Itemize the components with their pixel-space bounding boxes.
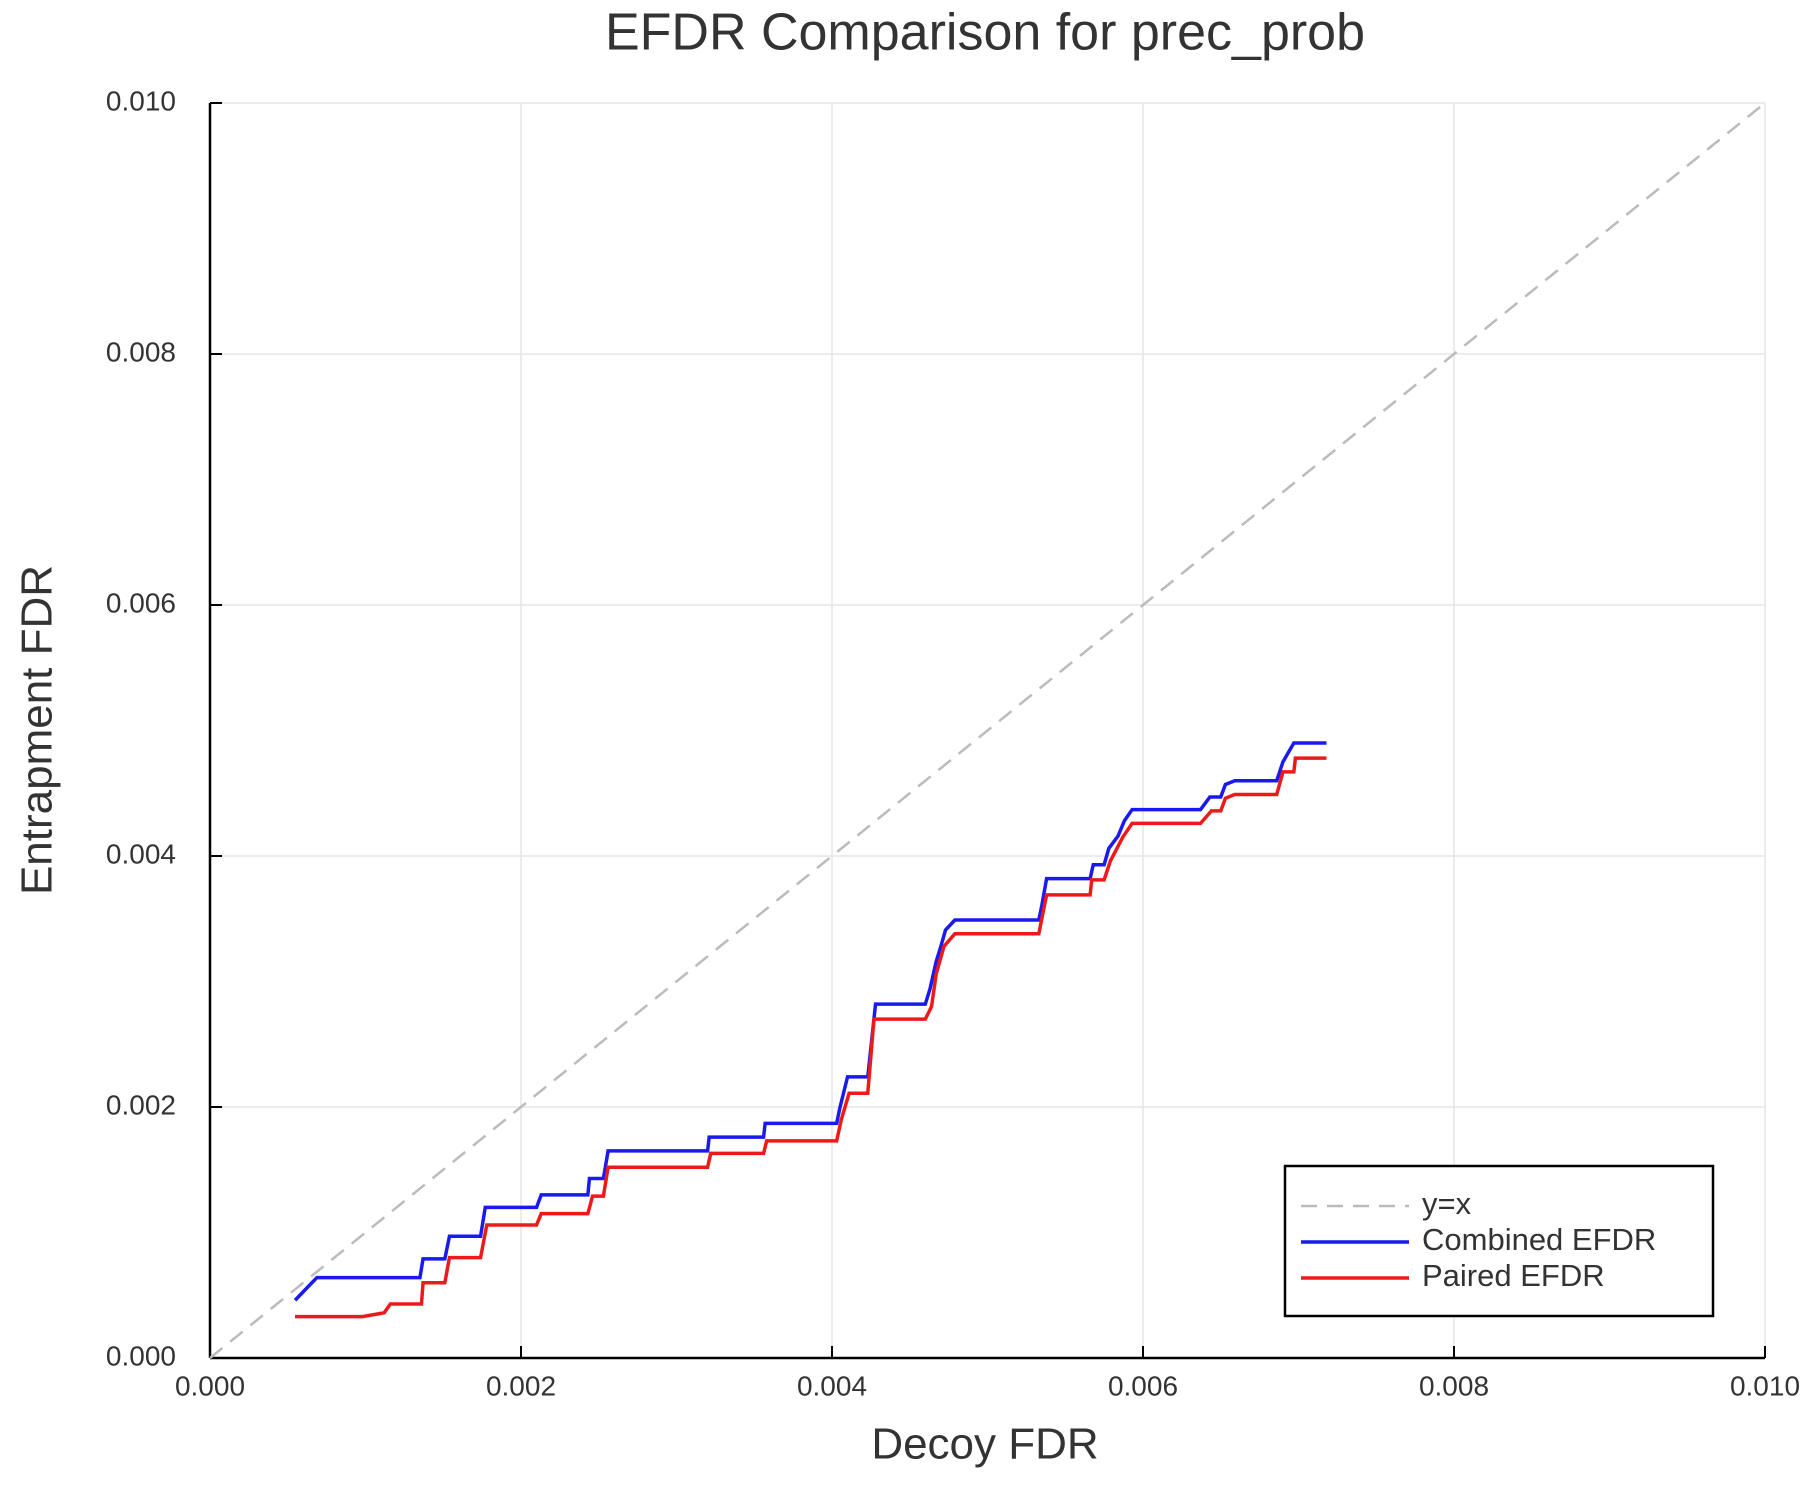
x-tick-label: 0.006 xyxy=(1108,1370,1178,1401)
y-tick-label: 0.004 xyxy=(106,838,176,869)
legend-label: y=x xyxy=(1422,1186,1472,1221)
line-series xyxy=(293,741,1327,1302)
x-tick-label: 0.004 xyxy=(797,1370,867,1401)
line-series xyxy=(209,102,1766,1359)
y-tick-label: 0.008 xyxy=(106,336,176,367)
y-tick-label: 0.000 xyxy=(106,1340,176,1371)
legend-label: Combined EFDR xyxy=(1422,1222,1656,1257)
y-tick-label: 0.006 xyxy=(106,587,176,618)
legend-label: Paired EFDR xyxy=(1422,1258,1605,1293)
x-tick-label: 0.000 xyxy=(175,1370,245,1401)
line-series xyxy=(295,756,1327,1319)
y-tick-label: 0.002 xyxy=(106,1089,176,1120)
x-tick-label: 0.010 xyxy=(1730,1370,1800,1401)
x-tick-label: 0.008 xyxy=(1419,1370,1489,1401)
chart-title: EFDR Comparison for prec_prob xyxy=(605,4,1365,62)
y-axis-label: Entrapment FDR xyxy=(13,565,62,895)
y-tick-label: 0.010 xyxy=(106,85,176,116)
x-tick-label: 0.002 xyxy=(486,1370,556,1401)
x-axis-label: Decoy FDR xyxy=(871,1420,1098,1469)
